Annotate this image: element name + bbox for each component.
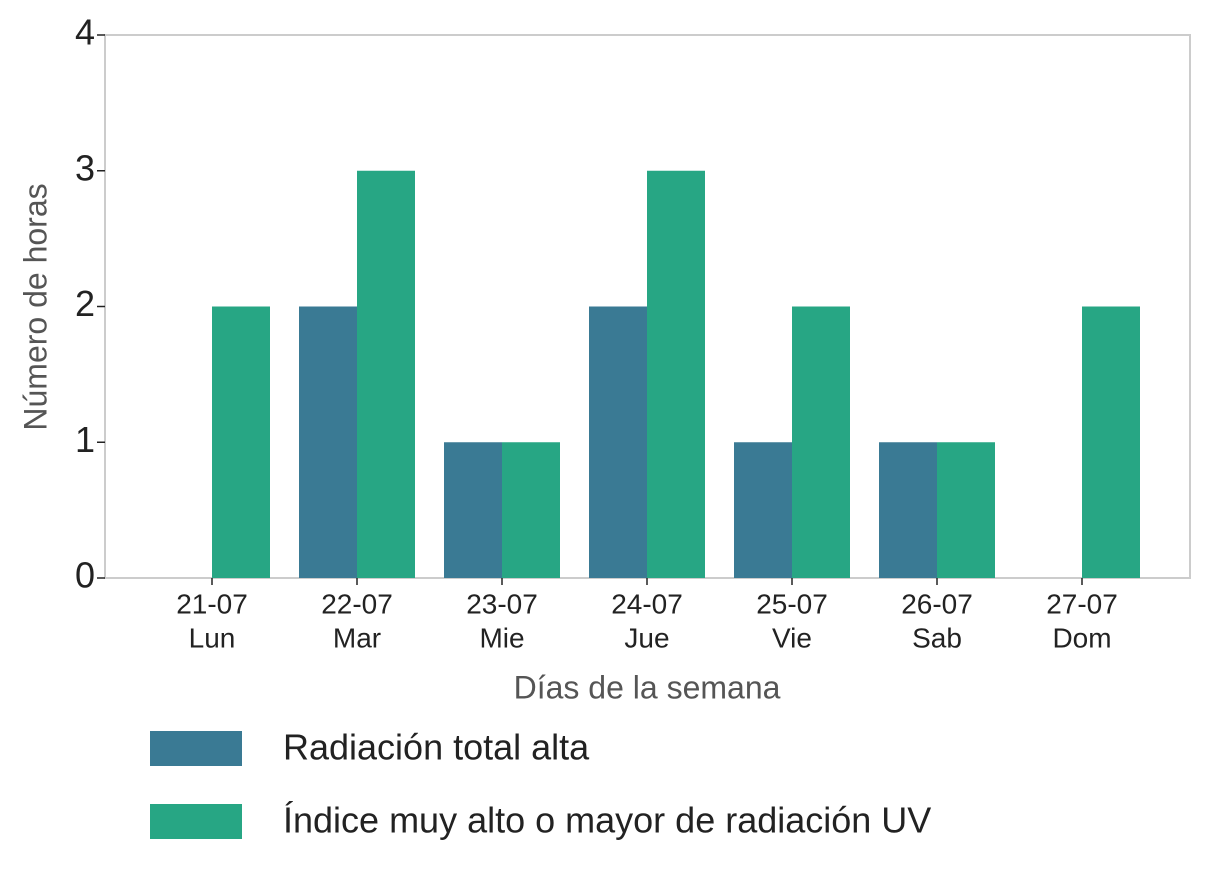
bar	[212, 306, 270, 578]
bar	[589, 306, 647, 578]
x-tick-label: 27-07	[1046, 588, 1118, 619]
x-tick-label: Mie	[479, 622, 524, 653]
bar	[357, 170, 415, 578]
bar	[299, 306, 357, 578]
x-tick-label: 23-07	[466, 588, 538, 619]
y-tick-label: 1	[75, 419, 95, 460]
bar	[879, 442, 937, 578]
x-tick-label: Vie	[772, 622, 812, 653]
x-tick-label: 21-07	[176, 588, 248, 619]
legend-label: Índice muy alto o mayor de radiación UV	[283, 800, 931, 841]
x-tick-label: 25-07	[756, 588, 828, 619]
y-tick-label: 2	[75, 283, 95, 324]
bar	[937, 442, 995, 578]
x-axis-label: Días de la semana	[514, 669, 781, 705]
x-tick-label: Jue	[624, 622, 669, 653]
legend-label: Radiación total alta	[283, 727, 590, 768]
y-tick-label: 0	[75, 555, 95, 596]
bar	[444, 442, 502, 578]
bar	[734, 442, 792, 578]
x-tick-label: 26-07	[901, 588, 973, 619]
x-tick-label: 22-07	[321, 588, 393, 619]
y-axis-label: Número de horas	[17, 183, 53, 430]
bar	[502, 442, 560, 578]
x-tick-label: Lun	[189, 622, 236, 653]
x-tick-label: Sab	[912, 622, 962, 653]
y-tick-label: 4	[75, 12, 95, 53]
x-tick-label: Dom	[1052, 622, 1111, 653]
x-tick-label: Mar	[333, 622, 381, 653]
legend-swatch	[150, 804, 242, 839]
bar	[647, 170, 705, 578]
x-tick-label: 24-07	[611, 588, 683, 619]
bar	[792, 306, 850, 578]
legend-swatch	[150, 731, 242, 766]
y-tick-label: 3	[75, 147, 95, 188]
bar	[1082, 306, 1140, 578]
